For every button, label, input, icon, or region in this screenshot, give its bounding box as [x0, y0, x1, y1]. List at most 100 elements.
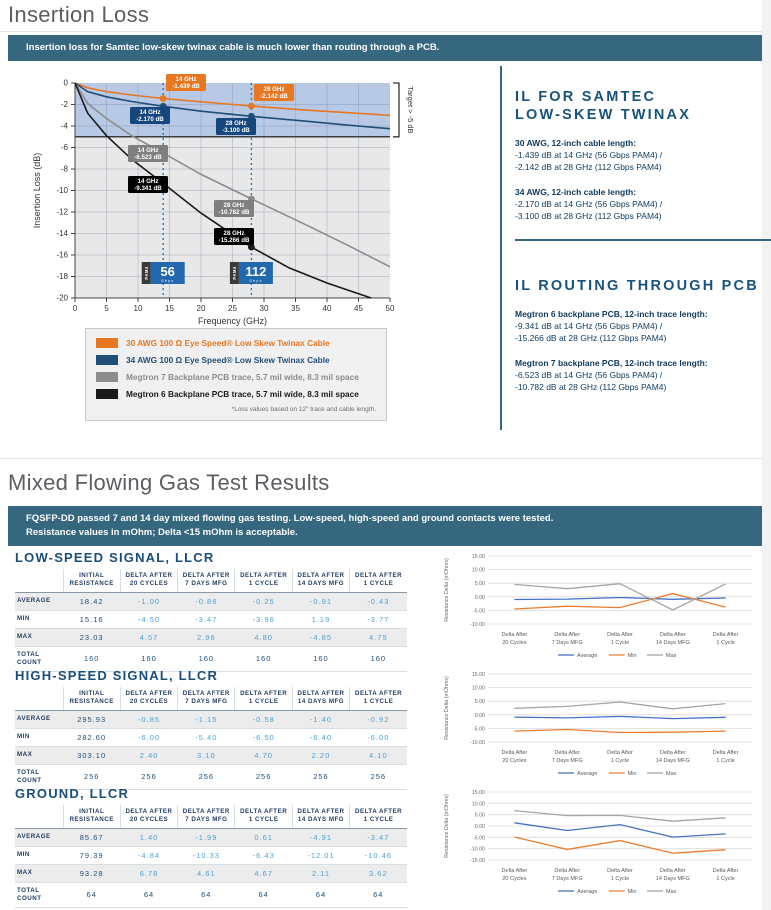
svg-text:1 Cycle: 1 Cycle — [716, 640, 734, 646]
table-row: MIN 15.16 -4.50 -3.47 -3.96 1.19 -3.77 — [15, 610, 407, 629]
table-cell: -4.84 — [137, 850, 161, 860]
high-speed-chart: 15.00 10.00 5.00 0.00 -5.00 -10.00 Delta After… — [444, 672, 752, 777]
table-row: MIN 282.60 -6.00 -5.40 -6.50 -6.40 -6.00 — [15, 728, 407, 747]
svg-text:Min: Min — [628, 653, 637, 659]
legend-entry: 34 AWG 100 Ω Eye Speed® Low Skew Twinax … — [96, 355, 376, 365]
section-title-mfg: Mixed Flowing Gas Test Results — [8, 470, 330, 495]
row-label: MIN — [17, 615, 30, 623]
table-cell: 256 — [255, 772, 272, 782]
legend-swatch-blue — [96, 355, 118, 365]
table-cell: 93.28 — [79, 868, 104, 878]
vertical-divider — [500, 66, 502, 430]
column-header: DELTA AFTER 1 CYCLE — [349, 687, 407, 711]
svg-text:Delta After: Delta After — [554, 868, 580, 874]
table-cell: -10.46 — [364, 850, 392, 860]
mfg-table: INITIAL RESISTANCE DELTA AFTER 20 CYCLES DEL… — [15, 805, 407, 908]
table-cell: 256 — [370, 772, 387, 782]
page-right-margin — [762, 0, 771, 910]
column-header: DELTA AFTER 1 CYCLE — [234, 805, 293, 829]
svg-text:0: 0 — [73, 304, 78, 313]
table-header-row: INITIAL RESISTANCE DELTA AFTER 20 CYCLES DEL… — [15, 569, 407, 593]
mfg-table: INITIAL RESISTANCE DELTA AFTER 20 CYCLES DEL… — [15, 569, 407, 672]
corner-cell — [15, 805, 63, 829]
svg-text:Frequency (GHz): Frequency (GHz) — [198, 316, 267, 326]
svg-text:14 GHz: 14 GHz — [176, 76, 197, 83]
svg-text:10.00: 10.00 — [472, 801, 485, 807]
svg-text:7 Days MFG: 7 Days MFG — [552, 640, 583, 646]
svg-text:45: 45 — [354, 304, 363, 313]
svg-text:-12: -12 — [56, 208, 68, 217]
table-cell: -5.40 — [195, 732, 218, 742]
table-cell: 160 — [313, 654, 329, 664]
table-cell: -4.91 — [309, 832, 333, 842]
svg-text:Gbps: Gbps — [249, 279, 262, 283]
table-cell: 256 — [313, 772, 329, 782]
legend-entry: Megtron 6 Backplane PCB trace, 5.7 mil w… — [96, 389, 376, 399]
column-header: DELTA AFTER 14 DAYS MFG — [291, 805, 350, 829]
low-speed-title: LOW-SPEED SIGNAL, LLCR — [15, 550, 215, 565]
table-cell: 64 — [315, 890, 327, 900]
svg-text:0.00: 0.00 — [475, 595, 485, 601]
legend-label: Megtron 6 Backplane PCB trace, 5.7 mil w… — [126, 389, 359, 399]
svg-text:Gbps: Gbps — [161, 279, 174, 283]
svg-text:20 Cycles: 20 Cycles — [502, 876, 526, 882]
svg-text:14 GHz: 14 GHz — [138, 178, 159, 185]
column-header: DELTA AFTER 20 CYCLES — [119, 569, 178, 593]
svg-text:-14: -14 — [56, 229, 68, 238]
table-header-row: INITIAL RESISTANCE DELTA AFTER 20 CYCLES DEL… — [15, 805, 407, 829]
svg-text:Delta After: Delta After — [607, 632, 633, 638]
high-speed-group: HIGH-SPEED SIGNAL, LLCR INITIAL RESISTANC… — [15, 668, 407, 790]
row-label: MIN — [17, 851, 30, 859]
pcb-megtron6-block: Megtron 6 backplane PCB, 12-inch trace l… — [515, 309, 708, 343]
svg-text:-10.00: -10.00 — [470, 847, 485, 853]
table-cell: 4.61 — [197, 868, 216, 878]
table-cell: 85.67 — [79, 832, 104, 842]
svg-text:-6.523 dB: -6.523 dB — [134, 154, 162, 161]
legend-swatch-gray — [96, 372, 118, 382]
table-cell: -1.00 — [137, 596, 161, 606]
low-speed-group: LOW-SPEED SIGNAL, LLCR INITIAL RESISTANCE… — [15, 550, 407, 672]
svg-text:-3.100 dB: -3.100 dB — [222, 127, 250, 134]
table-cell: 4.70 — [254, 750, 273, 760]
svg-text:1 Cycle: 1 Cycle — [611, 640, 629, 646]
section-divider — [0, 31, 762, 32]
table-cell: 4.67 — [254, 868, 273, 878]
svg-text:-9.341 dB: -9.341 dB — [134, 185, 162, 192]
column-header: DELTA AFTER 7 DAYS MFG — [177, 569, 235, 593]
table-cell: 1.19 — [311, 614, 331, 624]
svg-text:Delta After: Delta After — [660, 868, 686, 874]
banner-text: Insertion loss for Samtec low-skew twina… — [26, 42, 440, 53]
table-cell: 295.93 — [77, 714, 107, 724]
svg-text:14 Days MFG: 14 Days MFG — [656, 640, 690, 646]
svg-text:Delta After: Delta After — [554, 632, 580, 638]
svg-text:Delta After: Delta After — [660, 750, 686, 756]
ground-chart: 15.00 10.00 5.00 0.00 -5.00 -10.00 -15.00 Delta… — [444, 790, 752, 895]
svg-text:10.00: 10.00 — [472, 686, 485, 692]
svg-text:Average: Average — [577, 771, 597, 777]
table-cell: 4.10 — [369, 750, 388, 760]
table-cell: -6.00 — [367, 732, 390, 742]
svg-text:-2.170 dB: -2.170 dB — [136, 116, 164, 123]
table-cell: 282.60 — [77, 732, 107, 742]
row-label: AVERAGE — [17, 833, 51, 841]
table-cell: 2.96 — [197, 632, 216, 642]
table-cell: 3.10 — [197, 750, 216, 760]
svg-text:15.00: 15.00 — [472, 790, 485, 796]
table-cell: -6.00 — [137, 732, 161, 742]
svg-text:10.00: 10.00 — [472, 568, 485, 574]
svg-text:20 Cycles: 20 Cycles — [502, 640, 526, 646]
svg-text:Insertion Loss (dB): Insertion Loss (dB) — [32, 153, 42, 229]
svg-text:-5.00: -5.00 — [473, 835, 485, 841]
table-cell: -6.50 — [252, 732, 275, 742]
svg-text:50: 50 — [386, 304, 395, 313]
row-label: TOTAL COUNT — [17, 886, 42, 902]
row-label: MIN — [17, 733, 30, 741]
column-header: DELTA AFTER 20 CYCLES — [119, 805, 178, 829]
svg-text:Average: Average — [577, 653, 597, 659]
column-header: DELTA AFTER 1 CYCLE — [349, 805, 407, 829]
svg-text:1 Cycle: 1 Cycle — [716, 876, 734, 882]
svg-text:-10.00: -10.00 — [470, 740, 485, 746]
column-header: DELTA AFTER 7 DAYS MFG — [177, 805, 235, 829]
row-label: AVERAGE — [17, 715, 51, 723]
